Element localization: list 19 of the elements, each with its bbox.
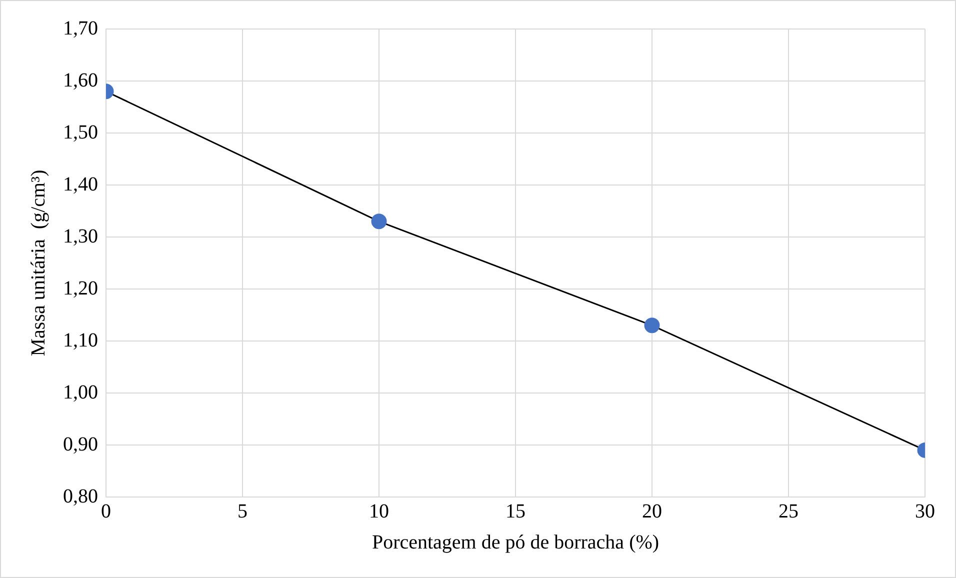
y-tick-label: 1,20 xyxy=(63,277,98,300)
x-tick-label: 0 xyxy=(101,500,111,522)
y-axis-title: Massa unitária (g/cm³) xyxy=(27,170,50,356)
y-tick-label: 1,10 xyxy=(63,329,98,352)
x-axis-title: Porcentagem de pó de borracha (%) xyxy=(372,531,660,554)
x-tick-label: 25 xyxy=(778,500,798,522)
x-tick-label: 20 xyxy=(642,500,662,522)
y-tick-label: 1,50 xyxy=(63,121,98,144)
y-tick-label: 1,00 xyxy=(63,381,98,404)
x-tick-label: 15 xyxy=(506,500,526,522)
x-tick-label: 10 xyxy=(369,500,389,522)
y-tick-label: 1,60 xyxy=(63,69,98,92)
y-tick-label: 1,40 xyxy=(63,173,98,196)
y-tick-label: 0,90 xyxy=(63,433,98,456)
y-tick-label: 1,30 xyxy=(63,225,98,248)
y-tick-label: 1,70 xyxy=(63,17,98,40)
x-tick-label: 5 xyxy=(238,500,248,522)
y-tick-label: 0,80 xyxy=(63,485,98,508)
x-tick-label: 30 xyxy=(915,500,935,522)
